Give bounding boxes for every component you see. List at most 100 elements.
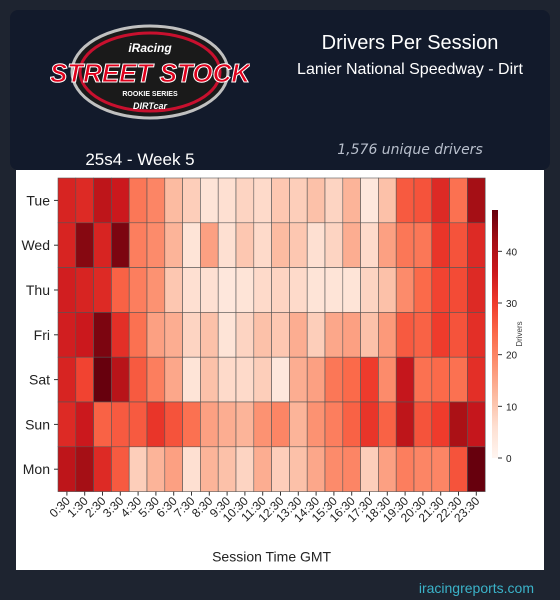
heatmap-cell — [342, 177, 361, 224]
heatmap-cell — [449, 356, 468, 403]
heatmap-cell — [431, 446, 450, 492]
colorbar-tick-label: 30 — [506, 299, 518, 310]
logo-name: STREET STOCK — [50, 58, 250, 88]
colorbar-tick-label: 0 — [506, 454, 512, 465]
y-tick-label: Sat — [29, 372, 50, 388]
heatmap-cell — [378, 312, 397, 358]
header-panel: iRacing STREET STOCK ROOKIE SERIES DIRTc… — [10, 10, 550, 170]
heatmap-cell — [360, 356, 379, 403]
heatmap-cell — [164, 267, 183, 313]
y-tick-label: Fri — [34, 327, 50, 343]
heatmap-cell — [431, 177, 450, 224]
heatmap-cell — [111, 222, 130, 268]
heatmap-cell — [93, 356, 112, 403]
heatmap-cell — [253, 401, 272, 448]
heatmap-cell — [449, 446, 468, 492]
heatmap-cell — [306, 312, 326, 358]
heatmap-cell — [324, 356, 344, 403]
heatmap-cell — [75, 446, 94, 492]
heatmap-cell — [200, 177, 219, 224]
heatmap-cell — [253, 267, 272, 313]
heatmap-cell — [306, 177, 326, 224]
y-tick-label: Sun — [25, 416, 50, 432]
heatmap-cell — [235, 446, 255, 492]
heatmap-cell — [146, 401, 166, 448]
heatmap-cell — [111, 177, 130, 224]
heatmap-cell — [146, 267, 166, 313]
heatmap-cell — [271, 222, 290, 268]
chart-subtitle: Lanier National Speedway - Dirt — [297, 61, 523, 78]
heatmap-cell — [200, 312, 219, 358]
heatmap-cell — [395, 177, 415, 224]
heatmap-cell — [57, 312, 77, 358]
heatmap-cell — [378, 401, 397, 448]
heatmap-cell — [146, 312, 166, 358]
heatmap-cell — [111, 446, 130, 492]
heatmap-cell — [57, 267, 77, 313]
heatmap-cell — [467, 177, 486, 224]
heatmap-cell — [342, 222, 361, 268]
heatmap-cell — [360, 401, 379, 448]
heatmap-cell — [413, 222, 433, 268]
heatmap-cell — [57, 177, 77, 224]
colorbar-label: Drivers — [515, 321, 524, 346]
heatmap-cell — [128, 446, 148, 492]
heatmap-cell — [128, 312, 148, 358]
heatmap-cell — [360, 222, 379, 268]
heatmap-cell — [128, 222, 148, 268]
heatmap-cell — [289, 222, 308, 268]
heatmap-cell — [306, 267, 326, 313]
heatmap-cell — [360, 312, 379, 358]
footer-link[interactable]: iracingreports.com — [418, 580, 534, 596]
heatmap-cell — [431, 356, 450, 403]
logo-sponsor: DIRTcar — [133, 101, 168, 111]
heatmap-cell — [253, 446, 272, 492]
heatmap-cell — [395, 222, 415, 268]
heatmap-cell — [360, 267, 379, 313]
colorbar — [492, 210, 498, 458]
heatmap-cell — [146, 222, 166, 268]
heatmap-cell — [75, 312, 94, 358]
heatmap-cell — [342, 401, 361, 448]
heatmap-cell — [395, 446, 415, 492]
heatmap-cell — [342, 267, 361, 313]
heatmap-cell — [289, 267, 308, 313]
heatmap-cell — [289, 401, 308, 448]
heatmap-cell — [395, 267, 415, 313]
heatmap-panel: Tue Wed Thu Fri Sat Sun Mon 0:30 1:30 2:30 3:30 4:3… — [16, 170, 544, 570]
heatmap-cell — [306, 356, 326, 403]
colorbar-tick-label: 10 — [506, 402, 518, 413]
heatmap-cell — [413, 312, 433, 358]
heatmap-cell — [182, 177, 201, 224]
heatmap-cell — [164, 401, 183, 448]
heatmap-cell — [93, 446, 112, 492]
heatmap-cell — [306, 401, 326, 448]
heatmap-cell — [235, 267, 255, 313]
heatmap-cell — [182, 312, 201, 358]
heatmap-cell — [93, 177, 112, 224]
series-logo: iRacing STREET STOCK ROOKIE SERIES DIRTc… — [49, 20, 253, 130]
heatmap-cell — [217, 267, 237, 313]
heatmap-cell — [271, 312, 290, 358]
heatmap-cell — [431, 267, 450, 313]
heatmap-cell — [182, 356, 201, 403]
heatmap-cell — [306, 446, 326, 492]
heatmap-cell — [93, 312, 112, 358]
heatmap-cell — [200, 356, 219, 403]
heatmap-cell — [111, 356, 130, 403]
heatmap-cell — [146, 177, 166, 224]
heatmap-cell — [182, 446, 201, 492]
heatmap-cell — [75, 222, 94, 268]
heatmap-cell — [253, 312, 272, 358]
heatmap-cell — [395, 356, 415, 403]
y-tick-label: Tue — [26, 192, 50, 208]
heatmap-cell — [378, 446, 397, 492]
heatmap-cell — [324, 177, 344, 224]
heatmap-cell — [449, 267, 468, 313]
heatmap-cell — [217, 177, 237, 224]
heatmap-cell — [378, 177, 397, 224]
heatmap-cell — [253, 222, 272, 268]
heatmap-cell — [289, 177, 308, 224]
heatmap-cell — [111, 312, 130, 358]
heatmap-cell — [413, 356, 433, 403]
